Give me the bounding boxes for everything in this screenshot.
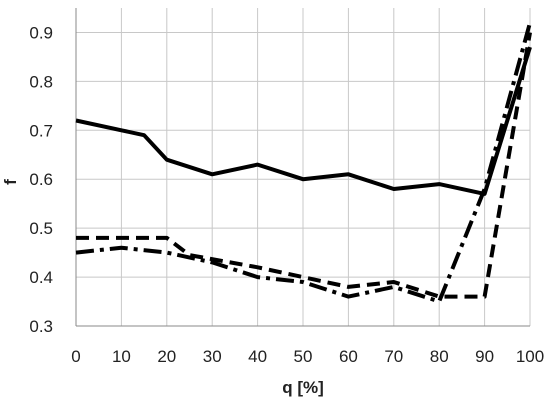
- grid: [75, 8, 531, 327]
- series-line-dashed: [76, 32, 532, 299]
- y-tick-label: 0.7: [29, 121, 53, 140]
- series-line-solid: [75, 46, 532, 196]
- y-tick-label: 0.8: [29, 72, 53, 91]
- y-tick-label: 0.9: [29, 23, 53, 42]
- x-tick-label: 0: [71, 347, 80, 366]
- x-tick-label: 10: [112, 347, 131, 366]
- y-axis-title: f: [1, 179, 20, 185]
- series-layer: [75, 22, 532, 304]
- x-tick-label: 60: [339, 347, 358, 366]
- y-tick-label: 0.3: [29, 317, 53, 336]
- x-tick-label: 30: [203, 347, 222, 366]
- tick-labels: 0 10 20 30 40 50 60 70 80 90 100 0.3 0.4 0.5 0.6 0.7 0.8…: [29, 23, 544, 366]
- x-axis-title: q [%]: [282, 378, 324, 397]
- y-tick-label: 0.4: [29, 268, 53, 287]
- x-tick-label: 80: [430, 347, 449, 366]
- x-tick-label: 50: [294, 347, 313, 366]
- series-line-dash-dot: [75, 22, 532, 304]
- x-tick-label: 20: [157, 347, 176, 366]
- x-tick-label: 70: [384, 347, 403, 366]
- y-tick-label: 0.5: [29, 219, 53, 238]
- y-tick-label: 0.6: [29, 170, 53, 189]
- x-tick-label: 90: [475, 347, 494, 366]
- x-tick-label: 100: [516, 347, 544, 366]
- x-tick-label: 40: [248, 347, 267, 366]
